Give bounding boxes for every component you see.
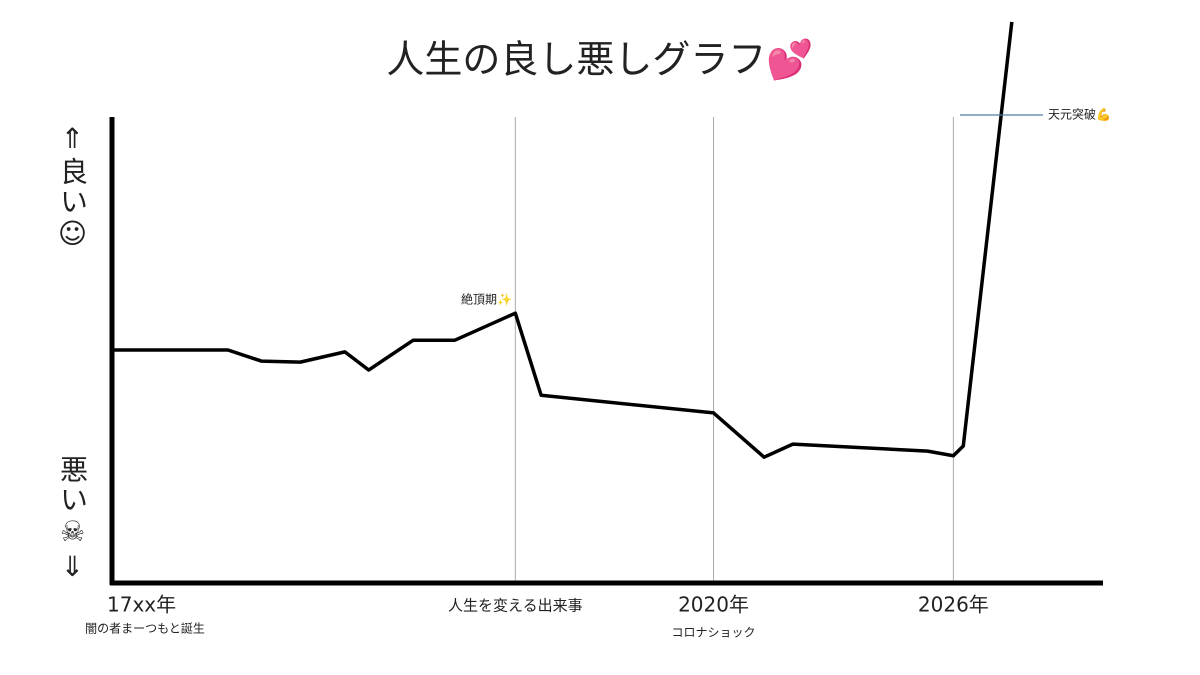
y-label-bad: 悪い☠⇓ <box>56 455 89 585</box>
x-tick-note: 闇の者まーつもと誕生 <box>85 622 205 636</box>
annotation: 絶頂期✨ <box>461 292 512 307</box>
y-label-good: ⇑良い☺ <box>56 122 89 252</box>
data-line <box>112 21 1014 459</box>
x-tick-label: 人生を変える出来事 <box>448 597 583 615</box>
x-tick-label: 2026年 <box>918 593 989 617</box>
x-tick-label: 2020年 <box>678 593 749 617</box>
chart-title: 人生の良し悪しグラフ💕 <box>386 38 813 82</box>
x-tick-note: コロナショック <box>672 626 756 640</box>
x-tick-label: 17xx年 <box>107 593 176 617</box>
annotation: 天元突破💪 <box>1048 107 1111 122</box>
